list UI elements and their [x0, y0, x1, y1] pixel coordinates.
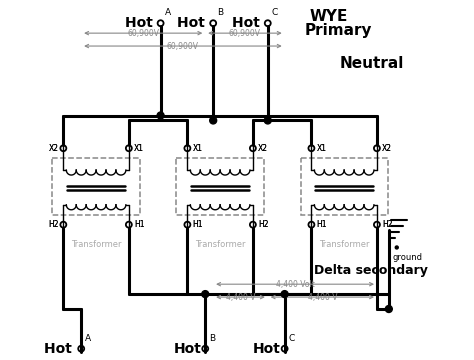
Circle shape	[395, 246, 398, 249]
Text: Hot: Hot	[177, 16, 210, 30]
Text: B: B	[217, 8, 223, 17]
Text: 4,400 Volt: 4,400 Volt	[275, 280, 314, 289]
Text: Transformer: Transformer	[319, 240, 369, 249]
Text: H2: H2	[258, 220, 268, 229]
Circle shape	[264, 117, 271, 124]
Text: X2: X2	[48, 144, 58, 153]
Text: Hot: Hot	[45, 342, 77, 356]
Text: H2: H2	[48, 220, 58, 229]
Text: 60,900V: 60,900V	[167, 42, 199, 51]
Text: 60,900V: 60,900V	[229, 29, 261, 38]
Circle shape	[202, 291, 209, 298]
Text: Transformer: Transformer	[71, 240, 121, 249]
Text: WYE: WYE	[310, 9, 348, 24]
Text: Transformer: Transformer	[195, 240, 246, 249]
Text: H2: H2	[48, 220, 58, 229]
Text: X2: X2	[382, 144, 392, 153]
Text: Neutral: Neutral	[339, 56, 403, 71]
Text: H1: H1	[134, 220, 144, 229]
Text: 4,400 V: 4,400 V	[308, 293, 337, 302]
Text: X2: X2	[48, 144, 58, 153]
Text: H1: H1	[192, 220, 203, 229]
Text: Hot: Hot	[232, 16, 265, 30]
Circle shape	[157, 112, 164, 119]
Text: H2: H2	[382, 220, 392, 229]
Text: H1: H1	[316, 220, 327, 229]
Circle shape	[210, 117, 217, 124]
Circle shape	[281, 291, 288, 298]
Circle shape	[385, 306, 392, 312]
Text: X2: X2	[258, 144, 268, 153]
Text: X1: X1	[192, 144, 202, 153]
Text: Hot: Hot	[253, 342, 281, 356]
Text: X1: X1	[134, 144, 144, 153]
Text: A: A	[85, 334, 91, 343]
Text: 4,400 V: 4,400 V	[226, 293, 255, 302]
Text: X2: X2	[382, 144, 392, 153]
Text: X1: X1	[316, 144, 327, 153]
Text: X1: X1	[192, 144, 202, 153]
Text: B: B	[209, 334, 215, 343]
Text: C: C	[272, 8, 278, 17]
Text: H2: H2	[258, 220, 268, 229]
Text: Primary: Primary	[304, 23, 372, 38]
Text: 60,900V: 60,900V	[127, 29, 159, 38]
Text: Hot: Hot	[173, 342, 201, 356]
Text: Hot: Hot	[125, 16, 158, 30]
Text: H2: H2	[382, 220, 392, 229]
Text: H1: H1	[192, 220, 203, 229]
Text: ground: ground	[393, 253, 423, 262]
Text: X1: X1	[316, 144, 327, 153]
Text: A: A	[164, 8, 171, 17]
Text: X1: X1	[134, 144, 144, 153]
Text: H1: H1	[134, 220, 144, 229]
Text: Delta secondary: Delta secondary	[314, 264, 428, 277]
Text: C: C	[289, 334, 295, 343]
Text: X2: X2	[258, 144, 268, 153]
Text: H1: H1	[316, 220, 327, 229]
